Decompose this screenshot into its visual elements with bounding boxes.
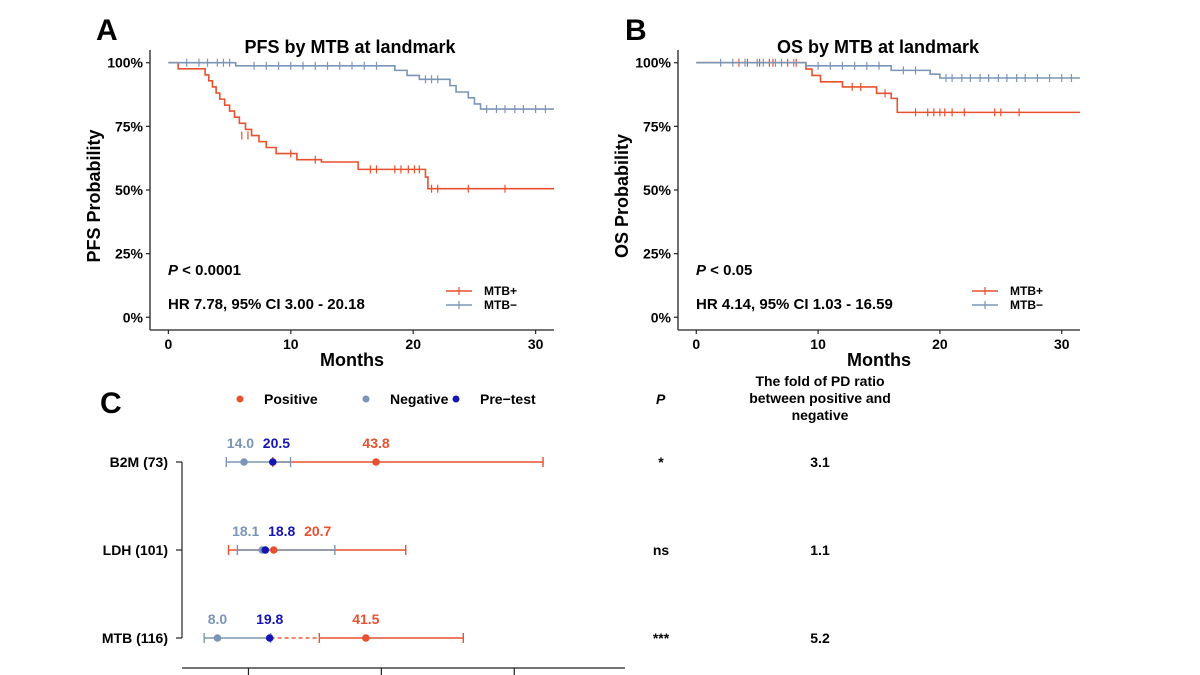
p-value-cell: ***: [653, 630, 670, 646]
row-label: B2M (73): [110, 454, 168, 470]
x-tick-label: 10: [810, 336, 826, 352]
panel-letter: A: [96, 14, 118, 47]
p-value-symbol: P: [168, 262, 179, 279]
negative-point: [240, 458, 248, 466]
x-tick-label: 20: [932, 336, 948, 352]
y-tick-label: 75%: [115, 118, 144, 134]
y-tick-label: 50%: [643, 182, 672, 198]
fold-value-cell: 3.1: [810, 454, 830, 470]
legend-label: Positive: [264, 391, 318, 407]
p-value-cell: *: [658, 454, 664, 470]
y-axis-title: OS Probability: [612, 134, 632, 258]
fold-column-header: negative: [792, 407, 849, 423]
y-tick-label: 75%: [643, 118, 672, 134]
fold-column-header: The fold of PD ratio: [755, 373, 884, 389]
legend-dot: [236, 395, 244, 403]
pretest-point: [269, 458, 277, 466]
legend-label: MTB+: [1010, 284, 1043, 298]
positive-point: [269, 546, 278, 554]
pretest-value-label: 18.8: [268, 523, 295, 539]
p-value-cell: ns: [653, 542, 670, 558]
chart-title: OS by MTB at landmark: [777, 37, 980, 57]
pretest-point: [265, 634, 274, 642]
panel-letter: B: [625, 14, 647, 47]
legend-label: MTB−: [484, 298, 517, 312]
legend-label: Pre−test: [480, 391, 536, 407]
km-panel-b: B OS by MTB at landmark 0% 25% 50% 75% 100% 0 10…: [612, 14, 1080, 370]
p-value-text: < 0.05: [706, 262, 752, 279]
row-label: LDH (101): [103, 542, 168, 558]
positive-point: [362, 634, 370, 642]
x-tick-label: 30: [528, 336, 544, 352]
x-tick-label: 20: [405, 336, 421, 352]
p-column-header: P: [656, 391, 666, 407]
negative-value-label: 14.0: [227, 435, 254, 451]
legend-dot: [362, 395, 370, 403]
row-label: MTB (116): [102, 630, 168, 646]
positive-value-label: 43.8: [362, 435, 389, 451]
fold-value-cell: 5.2: [810, 630, 830, 646]
x-tick-label: 30: [1054, 336, 1070, 352]
legend-dot: [452, 395, 460, 403]
positive-value-label: 41.5: [352, 611, 379, 627]
fold-value-cell: 1.1: [810, 542, 830, 558]
km-curve-mtb-negative: [696, 61, 1080, 79]
km-panel-a: A PFS by MTB at landmark 0% 25% 50% 75% 100% 0 1…: [84, 14, 554, 370]
pretest-value-label: 20.5: [263, 435, 290, 451]
fold-column-header: between positive and: [749, 390, 891, 406]
y-tick-label: 100%: [107, 55, 143, 71]
x-axis-title: Months: [847, 350, 911, 370]
legend-label: MTB−: [1010, 298, 1043, 312]
hazard-ratio: HR 4.14, 95% CI 1.03 - 16.59: [696, 296, 893, 313]
y-tick-label: 50%: [115, 182, 144, 198]
p-value-symbol: P: [696, 262, 707, 279]
chart-title: PFS by MTB at landmark: [244, 37, 456, 57]
negative-value-label: 8.0: [208, 611, 228, 627]
x-tick-label: 0: [164, 336, 172, 352]
y-tick-label: 100%: [635, 55, 671, 71]
km-curve-mtb-positive: [696, 61, 1080, 114]
positive-value-label: 20.7: [304, 523, 331, 539]
y-tick-label: 25%: [115, 246, 144, 262]
positive-point: [372, 458, 380, 466]
p-value: P < 0.05: [696, 262, 752, 279]
negative-value-label: 18.1: [232, 523, 259, 539]
panel-letter: C: [100, 387, 122, 420]
y-axis-title: PFS Probability: [84, 129, 104, 262]
y-tick-label: 0%: [123, 309, 144, 325]
legend-label: Negative: [390, 391, 449, 407]
legend-label: MTB+: [484, 284, 517, 298]
p-value: P < 0.0001: [168, 262, 241, 279]
y-tick-label: 25%: [643, 246, 672, 262]
y-tick-label: 0%: [651, 309, 672, 325]
pretest-point: [261, 546, 270, 554]
p-value-text: < 0.0001: [178, 262, 241, 279]
interval-panel-c: C Positive Negative Pre−test P The fold of PD…: [100, 373, 891, 675]
km-curve-mtb-positive: [168, 61, 554, 190]
hazard-ratio: HR 7.78, 95% CI 3.00 - 20.18: [168, 296, 365, 313]
pretest-value-label: 19.8: [256, 611, 283, 627]
x-axis-title: Months: [320, 350, 384, 370]
negative-point: [213, 634, 222, 642]
km-curve-mtb-negative: [168, 61, 554, 110]
x-tick-label: 10: [283, 336, 299, 352]
x-tick-label: 0: [692, 336, 700, 352]
